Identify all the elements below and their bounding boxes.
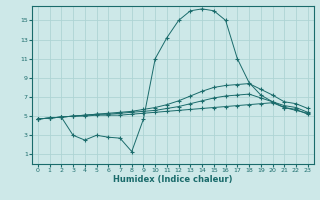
X-axis label: Humidex (Indice chaleur): Humidex (Indice chaleur) xyxy=(113,175,233,184)
